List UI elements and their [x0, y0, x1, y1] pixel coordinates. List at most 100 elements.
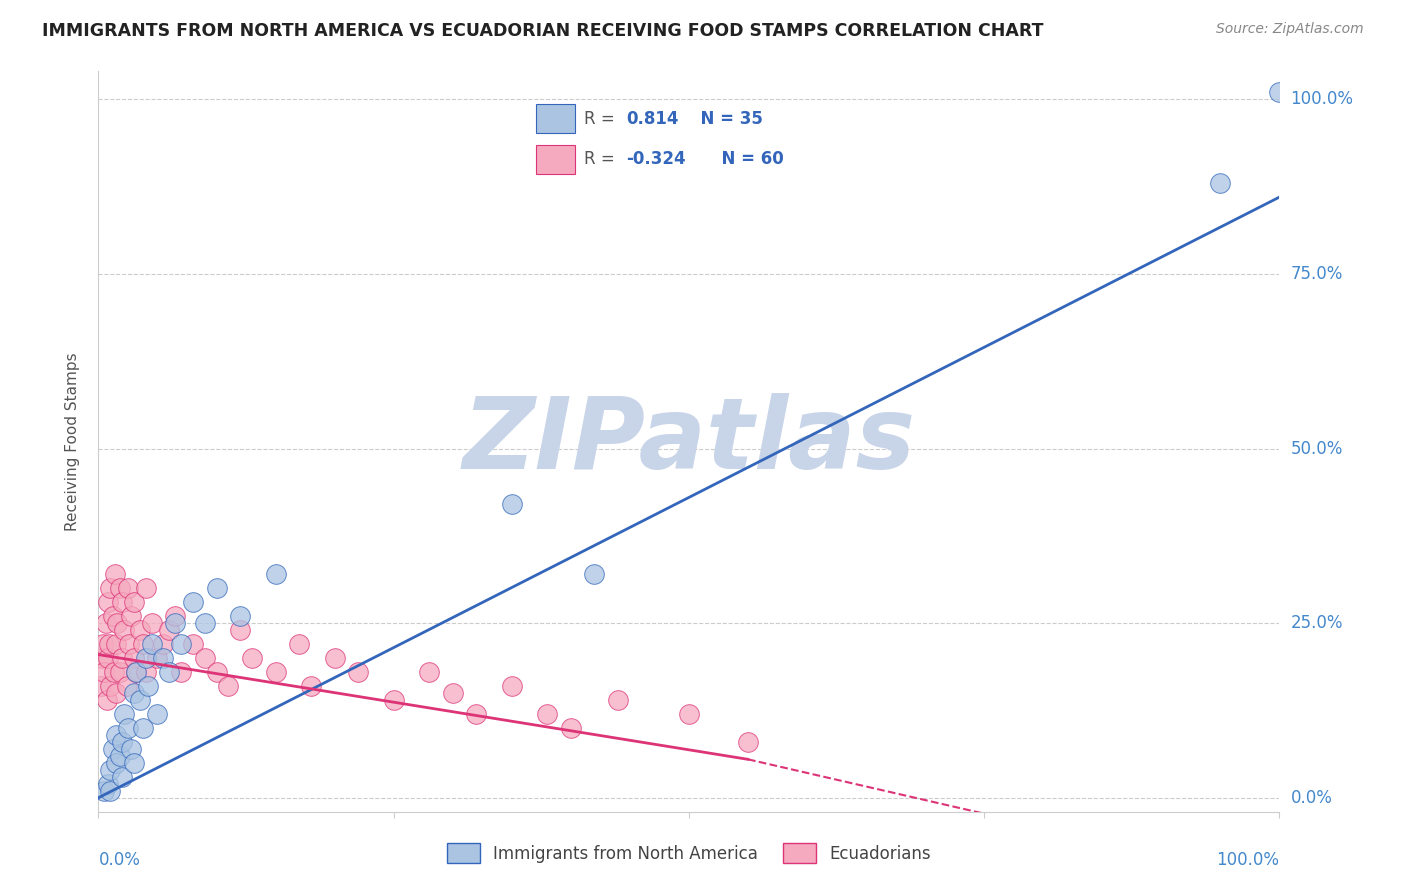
- Point: [170, 665, 193, 679]
- Point: [229, 609, 252, 624]
- Point: [181, 637, 204, 651]
- Point: [264, 665, 287, 679]
- Point: [135, 581, 157, 595]
- Text: 100.0%: 100.0%: [1216, 851, 1279, 869]
- Point: [229, 623, 252, 637]
- Point: [141, 616, 163, 631]
- Point: [90, 679, 112, 693]
- Point: [125, 665, 148, 679]
- Point: [607, 693, 630, 707]
- Point: [98, 581, 121, 595]
- Text: Source: ZipAtlas.com: Source: ZipAtlas.com: [1216, 22, 1364, 37]
- Point: [98, 763, 121, 777]
- Point: [101, 742, 124, 756]
- Point: [170, 637, 193, 651]
- Point: [105, 728, 128, 742]
- Point: [108, 748, 131, 763]
- Point: [264, 567, 287, 582]
- Point: [122, 595, 145, 609]
- Point: [97, 595, 120, 609]
- Text: ZIPatlas: ZIPatlas: [463, 393, 915, 490]
- Point: [536, 706, 558, 721]
- Point: [132, 721, 155, 735]
- Point: [117, 721, 139, 735]
- Text: 100.0%: 100.0%: [1291, 90, 1354, 108]
- Point: [583, 567, 606, 582]
- Point: [217, 679, 239, 693]
- Point: [146, 706, 169, 721]
- Point: [91, 637, 114, 651]
- Point: [560, 721, 582, 735]
- Point: [146, 651, 169, 665]
- Point: [465, 706, 488, 721]
- Point: [205, 665, 228, 679]
- Point: [111, 770, 134, 784]
- Point: [152, 637, 174, 651]
- Text: IMMIGRANTS FROM NORTH AMERICA VS ECUADORIAN RECEIVING FOOD STAMPS CORRELATION CH: IMMIGRANTS FROM NORTH AMERICA VS ECUADOR…: [42, 22, 1043, 40]
- Point: [103, 665, 125, 679]
- Point: [98, 784, 121, 798]
- Point: [93, 784, 115, 798]
- Point: [299, 679, 322, 693]
- Point: [118, 637, 141, 651]
- Point: [240, 651, 263, 665]
- Point: [98, 679, 121, 693]
- Point: [111, 651, 134, 665]
- Point: [105, 686, 128, 700]
- Point: [93, 665, 115, 679]
- Point: [108, 665, 131, 679]
- Text: 0.0%: 0.0%: [98, 851, 141, 869]
- Point: [128, 623, 150, 637]
- Point: [157, 665, 180, 679]
- Point: [98, 637, 121, 651]
- Y-axis label: Receiving Food Stamps: Receiving Food Stamps: [65, 352, 80, 531]
- Text: 50.0%: 50.0%: [1291, 440, 1343, 458]
- Point: [121, 742, 143, 756]
- Point: [678, 706, 700, 721]
- Point: [122, 686, 145, 700]
- Legend: Immigrants from North America, Ecuadorians: Immigrants from North America, Ecuadoria…: [440, 837, 938, 870]
- Point: [288, 637, 311, 651]
- Point: [441, 686, 464, 700]
- Point: [111, 595, 134, 609]
- Point: [115, 679, 138, 693]
- Point: [112, 706, 135, 721]
- Point: [135, 665, 157, 679]
- Point: [97, 777, 120, 791]
- Point: [205, 581, 228, 595]
- Point: [111, 735, 134, 749]
- Point: [108, 581, 131, 595]
- Point: [97, 651, 120, 665]
- Point: [194, 616, 217, 631]
- Point: [125, 665, 148, 679]
- Point: [501, 497, 523, 511]
- Text: 25.0%: 25.0%: [1291, 614, 1343, 632]
- Point: [157, 623, 180, 637]
- Point: [117, 581, 139, 595]
- Point: [1268, 85, 1291, 99]
- Point: [165, 609, 187, 624]
- Point: [136, 679, 159, 693]
- Point: [105, 616, 128, 631]
- Point: [101, 609, 124, 624]
- Point: [122, 651, 145, 665]
- Point: [105, 756, 128, 770]
- Point: [135, 651, 157, 665]
- Point: [105, 637, 128, 651]
- Point: [323, 651, 346, 665]
- Point: [501, 679, 523, 693]
- Text: 0.0%: 0.0%: [1291, 789, 1333, 806]
- Point: [104, 567, 127, 582]
- Point: [96, 693, 118, 707]
- Point: [382, 693, 405, 707]
- Point: [141, 637, 163, 651]
- Point: [737, 735, 759, 749]
- Point: [122, 756, 145, 770]
- Point: [121, 609, 143, 624]
- Point: [418, 665, 440, 679]
- Point: [194, 651, 217, 665]
- Point: [128, 693, 150, 707]
- Text: 75.0%: 75.0%: [1291, 265, 1343, 283]
- Point: [91, 651, 114, 665]
- Point: [181, 595, 204, 609]
